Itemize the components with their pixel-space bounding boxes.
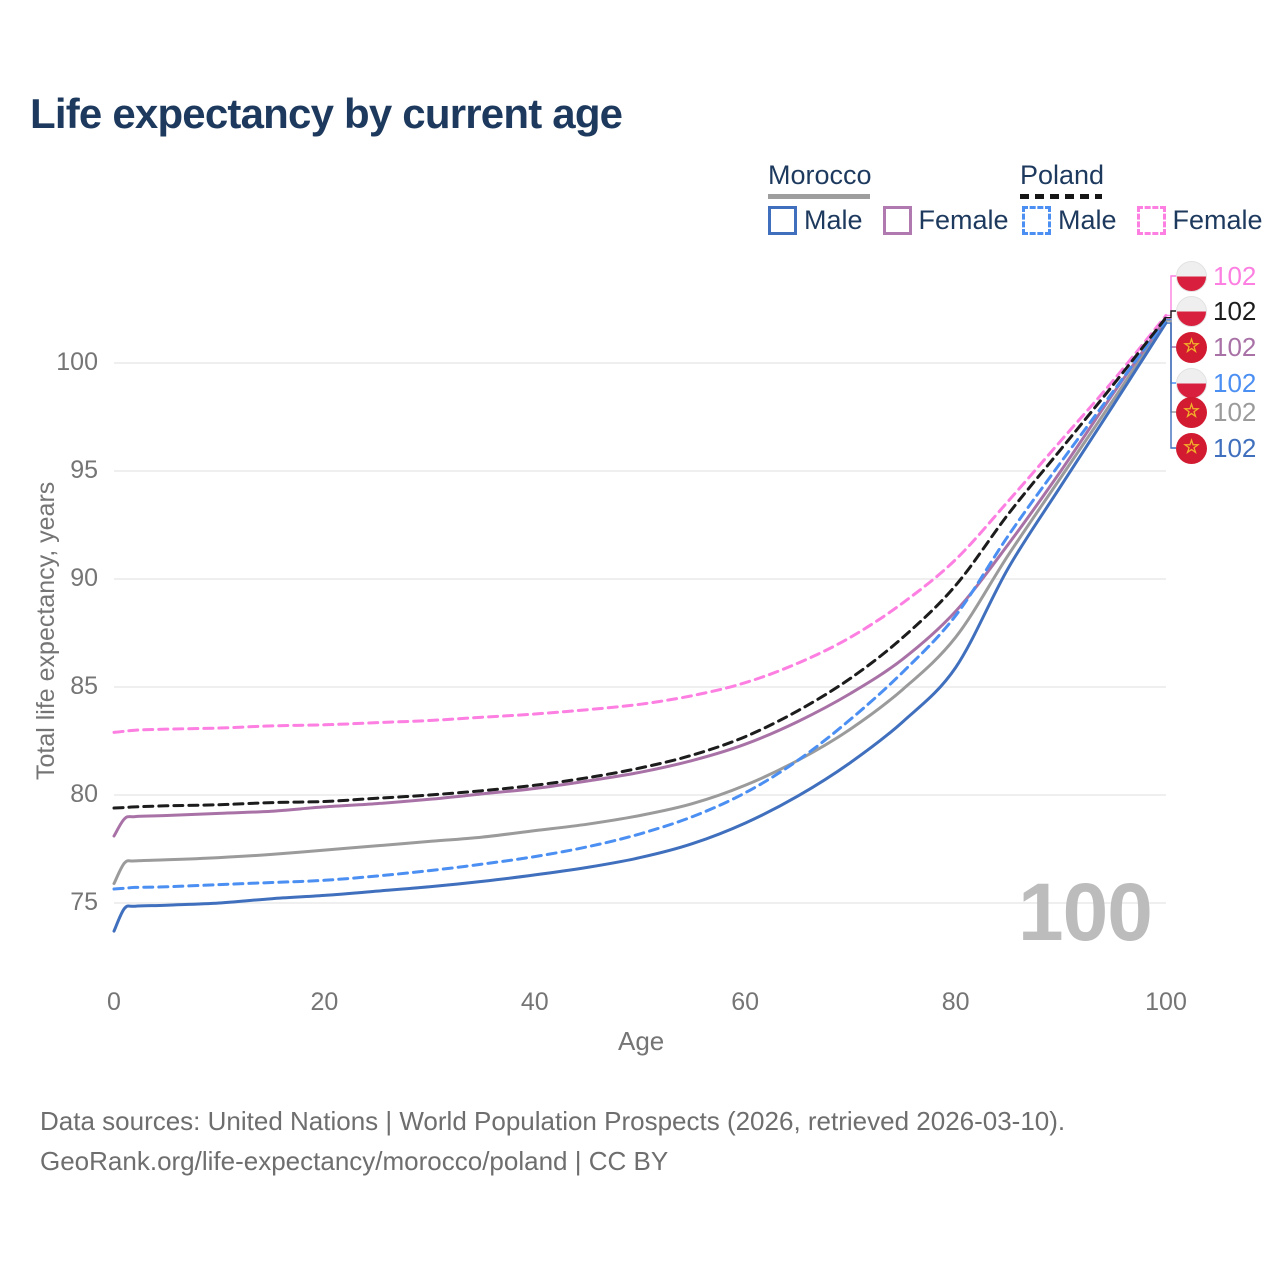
- endpoint-row-morocco: ☆ 102: [1176, 396, 1256, 428]
- current-age-watermark: 100: [1018, 867, 1153, 958]
- morocco-flag-icon: ☆: [1176, 432, 1207, 464]
- legend-items-poland: Male Female: [1022, 205, 1263, 236]
- series-poland-female: [112, 314, 1168, 734]
- legend-items-morocco: Male Female: [768, 205, 1009, 236]
- x-axis-title: Age: [618, 1026, 665, 1056]
- legend-country-poland: Poland: [1020, 160, 1105, 190]
- swatch-poland-female: [1136, 206, 1166, 235]
- y-tick-90: 90: [70, 564, 98, 592]
- series-poland: [112, 316, 1168, 810]
- x-tick-80: 80: [941, 988, 970, 1016]
- endpoint-row-morocco-female: ☆ 102: [1176, 331, 1256, 363]
- endpoint-value: 102: [1213, 295, 1257, 326]
- legend-label-morocco-female: Female: [918, 205, 1009, 235]
- source-line-2: GeoRank.org/life-expectancy/morocco/pola…: [40, 1146, 669, 1176]
- poland-flag-icon: [1176, 260, 1207, 292]
- x-tick-20: 20: [310, 988, 339, 1016]
- leader-line-morocco-male: [1166, 322, 1176, 449]
- legend-item-poland-male[interactable]: Male: [1022, 205, 1117, 236]
- gridlines: [114, 362, 1166, 904]
- source-line-1: Data sources: United Nations | World Pop…: [40, 1106, 1066, 1136]
- morocco-star-icon: ☆: [1182, 336, 1201, 357]
- series-morocco-male: [112, 321, 1168, 933]
- y-tick-75: 75: [70, 888, 98, 916]
- swatch-morocco-female: [882, 206, 912, 235]
- legend-item-morocco-female[interactable]: Female: [882, 205, 1009, 236]
- x-tick-40: 40: [520, 988, 549, 1016]
- y-tick-85: 85: [70, 672, 98, 700]
- endpoint-value: 102: [1213, 331, 1257, 362]
- legend: Morocco Poland Male Female Male: [0, 160, 1280, 250]
- legend-item-poland-female[interactable]: Female: [1136, 205, 1263, 236]
- poland-flag-icon: [1176, 295, 1207, 327]
- morocco-flag-icon: ☆: [1176, 396, 1207, 428]
- endpoint-value: 102: [1213, 432, 1257, 463]
- swatch-morocco-male: [768, 206, 797, 235]
- morocco-star-icon: ☆: [1182, 401, 1201, 422]
- x-tick-0: 0: [107, 988, 121, 1016]
- morocco-star-icon: ☆: [1182, 437, 1201, 458]
- swatch-poland-male: [1022, 206, 1051, 235]
- leader-line-poland-female: [1166, 275, 1176, 317]
- endpoint-row-poland-male: 102: [1176, 367, 1256, 399]
- legend-item-morocco-male[interactable]: Male: [768, 205, 863, 236]
- x-tick-100: 100: [1145, 988, 1187, 1016]
- page-title: Life expectancy by current age: [30, 90, 623, 137]
- endpoint-row-morocco-male: ☆ 102: [1176, 432, 1256, 464]
- endpoint-value: 102: [1213, 367, 1257, 398]
- legend-line-sample-dashed: [1020, 194, 1102, 199]
- legend-group-morocco[interactable]: Morocco: [768, 160, 872, 199]
- legend-label-poland-male: Male: [1058, 205, 1117, 235]
- endpoint-value: 102: [1213, 260, 1257, 291]
- series-morocco: [112, 319, 1168, 886]
- y-axis-title: Total life expectancy, years: [32, 481, 60, 780]
- legend-country-morocco: Morocco: [768, 160, 872, 190]
- endpoint-leader-lines: [1166, 275, 1176, 449]
- legend-label-poland-female: Female: [1172, 205, 1263, 235]
- poland-flag-icon: [1176, 367, 1207, 399]
- y-tick-100: 100: [56, 348, 98, 376]
- legend-label-morocco-male: Male: [804, 205, 863, 235]
- endpoint-row-poland: 102: [1176, 295, 1256, 327]
- leader-line-poland: [1166, 310, 1176, 319]
- legend-group-poland[interactable]: Poland: [1020, 160, 1104, 199]
- legend-line-sample-solid: [768, 194, 870, 199]
- endpoint-value: 102: [1213, 396, 1257, 427]
- series-lines: [112, 314, 1168, 933]
- morocco-flag-icon: ☆: [1176, 331, 1207, 363]
- y-tick-80: 80: [70, 780, 98, 808]
- x-tick-60: 60: [731, 988, 760, 1016]
- series-morocco-female: [112, 317, 1168, 838]
- endpoint-row-poland-female: 102: [1176, 260, 1256, 292]
- y-tick-95: 95: [70, 456, 98, 484]
